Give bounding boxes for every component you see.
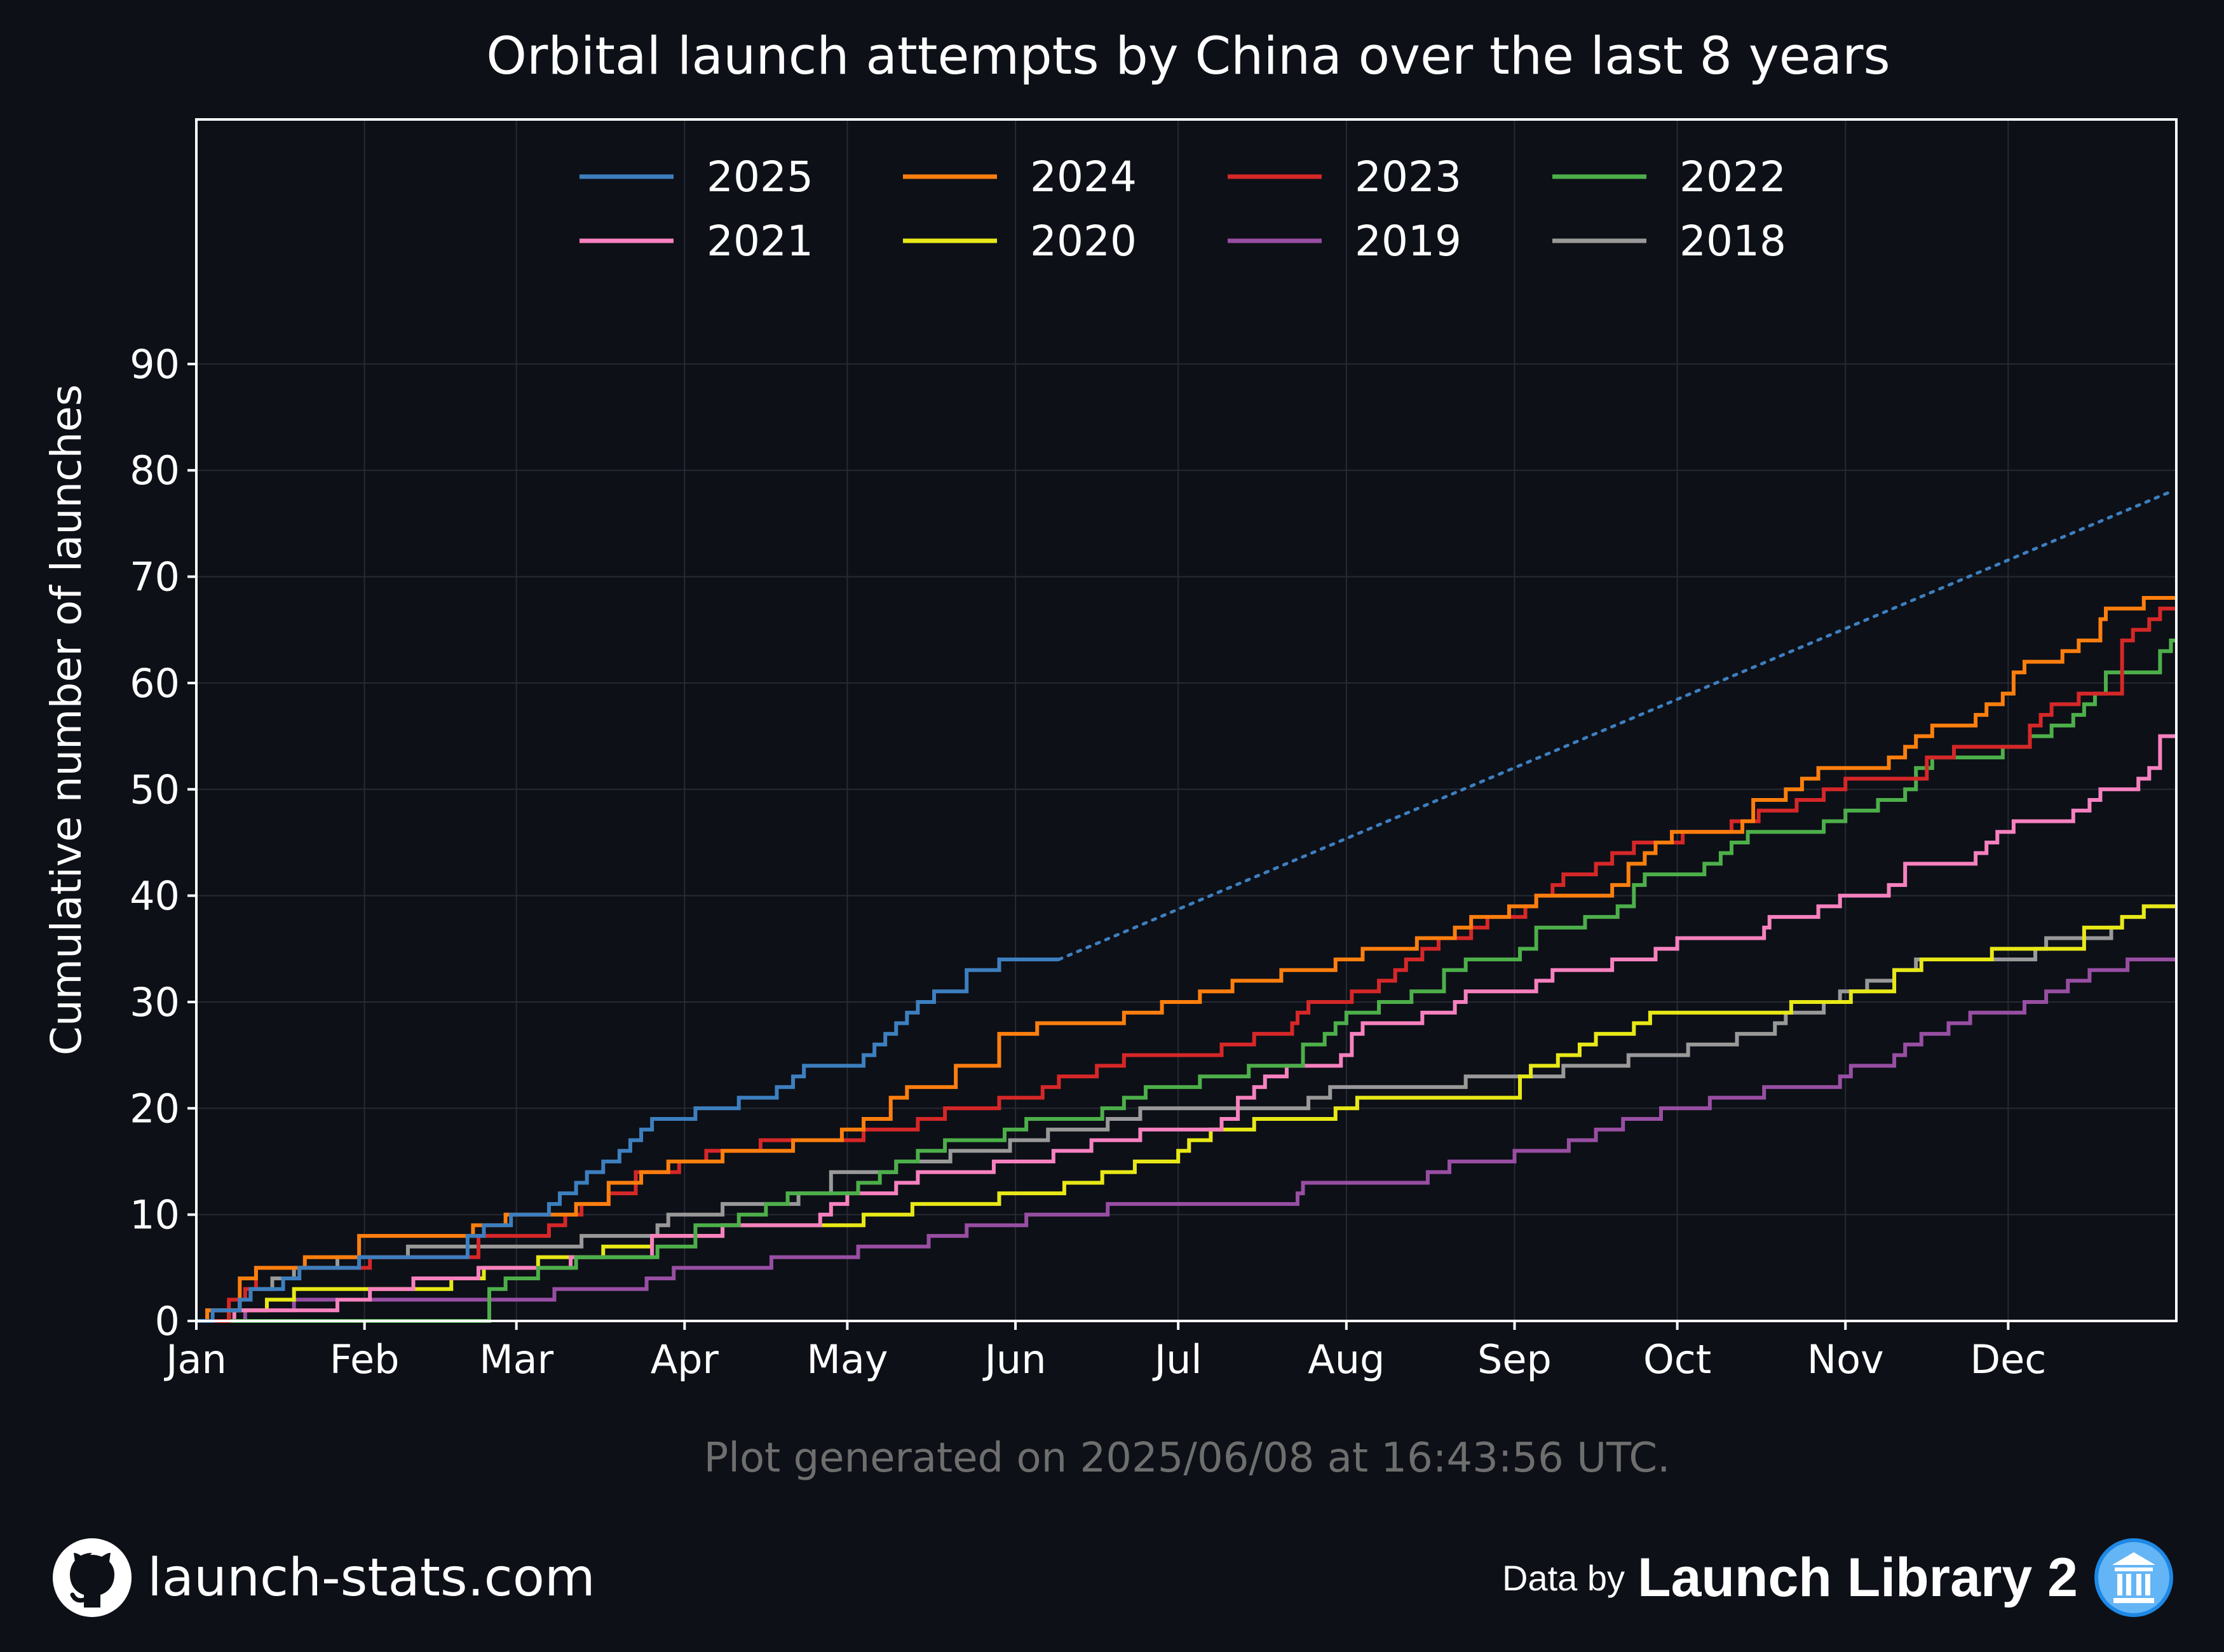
chart-title: Orbital launch attempts by China over th… xyxy=(486,27,1890,86)
x-tick-label: Feb xyxy=(330,1336,400,1383)
y-tick-label: 50 xyxy=(130,766,180,813)
series-lines xyxy=(196,490,2176,1323)
series-line-2022 xyxy=(196,638,2176,1323)
github-icon xyxy=(53,1538,132,1617)
x-tick-label: Sep xyxy=(1477,1336,1552,1383)
legend-label-2020: 2020 xyxy=(1030,217,1137,266)
series-line-2025 xyxy=(196,958,1059,1323)
y-tick-label: 30 xyxy=(130,979,180,1026)
legend-label-2022: 2022 xyxy=(1679,152,1786,201)
site-link[interactable]: launch-stats.com xyxy=(147,1547,595,1608)
x-tick-label: May xyxy=(806,1336,888,1383)
x-tick-label: Jul xyxy=(1152,1336,1202,1383)
series-line-2023 xyxy=(196,606,2176,1323)
generated-timestamp: Plot generated on 2025/06/08 at 16:43:56… xyxy=(704,1435,1671,1482)
y-tick-label: 10 xyxy=(130,1192,180,1238)
legend-label-2025: 2025 xyxy=(707,152,813,201)
x-tick-label: Dec xyxy=(1970,1336,2046,1383)
legend-label-2024: 2024 xyxy=(1030,152,1137,201)
y-tick-label: 80 xyxy=(130,447,180,494)
data-by-label: Data by xyxy=(1502,1557,1625,1598)
x-tick-label: Aug xyxy=(1308,1336,1385,1383)
library-name[interactable]: Launch Library 2 xyxy=(1637,1547,2078,1608)
series-line-2019 xyxy=(196,958,2176,1323)
projection-line-2025 xyxy=(1057,490,2173,961)
legend-label-2019: 2019 xyxy=(1355,217,1461,266)
legend-label-2021: 2021 xyxy=(707,217,813,266)
series-line-2024 xyxy=(196,596,2176,1323)
site-credit[interactable]: launch-stats.com xyxy=(51,1536,595,1619)
series-line-2021 xyxy=(196,734,2176,1323)
y-axis-label: Cumulative number of launches xyxy=(42,384,91,1055)
x-tick-label: Jun xyxy=(982,1336,1047,1383)
legend-label-2023: 2023 xyxy=(1355,152,1461,201)
x-tick-label: Nov xyxy=(1807,1336,1884,1383)
legend: 2025 2024 2023 2022 2021 2020 2019 2018 xyxy=(580,152,1786,266)
y-tick-label: 90 xyxy=(130,341,180,388)
series-line-2020 xyxy=(196,904,2176,1323)
plot-frame xyxy=(195,118,2178,1322)
x-tick-label: Oct xyxy=(1643,1336,1711,1383)
y-tick-label: 60 xyxy=(130,660,180,707)
y-tick-label: 20 xyxy=(130,1085,180,1132)
legend-label-2018: 2018 xyxy=(1679,217,1786,266)
institution-icon xyxy=(2094,1538,2173,1617)
axis-ticks: 0 10 20 30 40 50 60 70 80 90 Jan Feb Mar Apr May Jun Jul… xyxy=(130,341,2046,1383)
x-tick-label: Jan xyxy=(163,1336,227,1383)
y-tick-label: 70 xyxy=(130,554,180,600)
x-tick-label: Apr xyxy=(651,1336,719,1383)
y-tick-label: 0 xyxy=(155,1298,180,1344)
data-credit: Data by Launch Library 2 xyxy=(1502,1536,2174,1619)
y-tick-label: 40 xyxy=(130,873,180,919)
x-tick-label: Mar xyxy=(479,1336,553,1383)
